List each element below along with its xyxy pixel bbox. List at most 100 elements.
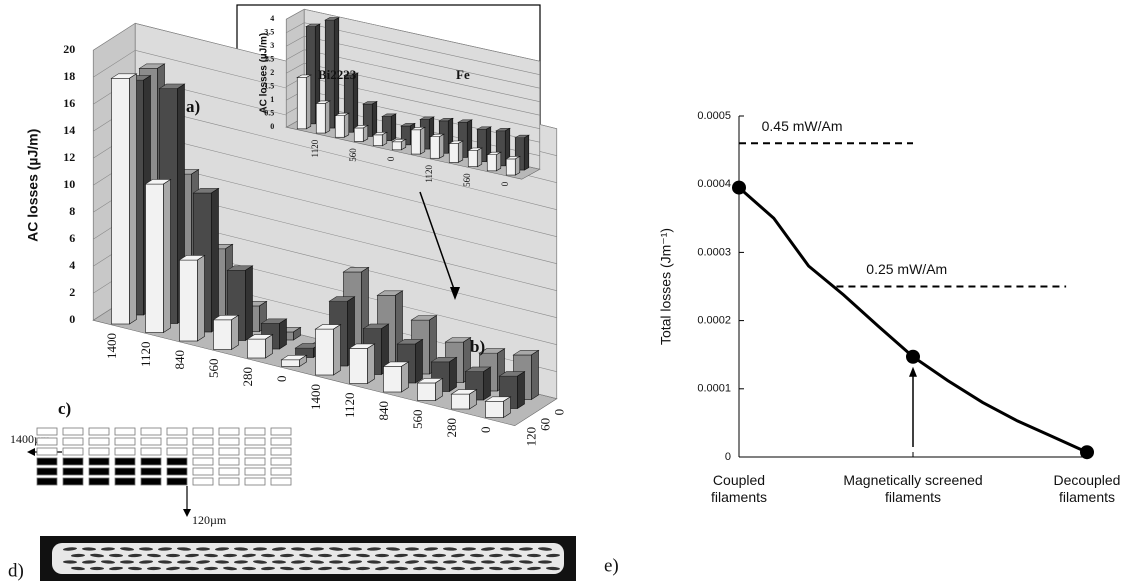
x-tick-label: 280 xyxy=(444,418,459,438)
filament xyxy=(337,553,351,558)
bar xyxy=(416,377,444,402)
bar-side-shade xyxy=(325,100,330,134)
filament xyxy=(109,553,123,558)
bar-side-shade xyxy=(293,327,301,340)
reference-label: 0.45 mW/Am xyxy=(762,118,843,134)
grid-line xyxy=(286,62,540,116)
bar-top-shade xyxy=(411,315,437,320)
panel-label: e) xyxy=(604,555,619,576)
y-tick-label: 2 xyxy=(69,285,75,299)
filament xyxy=(177,560,191,564)
filament-cell xyxy=(62,427,84,436)
bar xyxy=(324,17,340,129)
y-tick-label: 12 xyxy=(63,150,75,164)
x-tick-label: 840 xyxy=(172,350,187,370)
bar-side xyxy=(343,112,350,138)
bar-side xyxy=(514,155,521,176)
filament-cell xyxy=(36,467,58,476)
arrowhead xyxy=(183,509,191,517)
bar-side-shade xyxy=(449,357,457,392)
y-tick-label: 4 xyxy=(69,258,75,272)
filament-cell xyxy=(88,457,110,466)
filament xyxy=(185,566,199,571)
filament xyxy=(90,566,104,571)
bar-side-shade xyxy=(435,378,443,401)
filament-cell xyxy=(192,467,214,476)
filament-cell xyxy=(218,477,240,486)
filament xyxy=(101,560,115,564)
x-tick-label: 560 xyxy=(462,173,472,187)
bar-side-shade xyxy=(382,132,387,146)
filament-cell xyxy=(270,477,292,486)
filament xyxy=(272,560,286,564)
filament xyxy=(291,547,305,551)
bar xyxy=(505,155,521,176)
y-tick-label: 6 xyxy=(69,231,75,245)
filament xyxy=(158,560,172,564)
panel-label: d) xyxy=(8,560,24,581)
bar-top-shade xyxy=(485,396,511,402)
filament-cell xyxy=(140,447,162,456)
filament-cell xyxy=(218,467,240,476)
filament-cell xyxy=(166,457,188,466)
bar-side-shade xyxy=(515,156,520,176)
filament-cell xyxy=(218,457,240,466)
depth-label: 120µm xyxy=(192,513,227,527)
bar-top-shade xyxy=(139,63,165,69)
bar-front xyxy=(179,259,198,342)
filament-cell xyxy=(244,477,266,486)
filament-cell xyxy=(270,447,292,456)
filament xyxy=(519,547,533,551)
bar-top-shade xyxy=(295,343,321,349)
filament xyxy=(462,560,476,564)
bar-top-shade xyxy=(499,371,525,377)
bar-front xyxy=(485,400,504,418)
bar-top-shade xyxy=(431,357,457,362)
filament xyxy=(356,566,370,571)
filament-cell xyxy=(270,467,292,476)
filament xyxy=(109,566,123,571)
bar-side xyxy=(362,124,369,142)
filament-cell xyxy=(166,427,188,436)
bar-side-shade xyxy=(129,73,137,324)
filament-cell xyxy=(36,457,58,466)
bar-side-shade xyxy=(401,139,406,150)
filament xyxy=(82,560,96,564)
bar-side xyxy=(503,396,511,419)
panel-inset: 0 0.5 1 1.5 2 2.5 3 3.5 4 AC losses (µJ/m) 1120 560… xyxy=(259,8,541,187)
bar-top-shade xyxy=(451,389,477,395)
x-tick-label: 1120 xyxy=(342,392,357,418)
bar-side-shade xyxy=(211,188,219,332)
filament xyxy=(546,553,560,558)
filament xyxy=(166,566,180,571)
filament xyxy=(291,560,305,564)
filament-cell xyxy=(62,437,84,446)
bar-front xyxy=(213,319,232,350)
bar-side xyxy=(324,100,331,134)
filament xyxy=(223,566,237,571)
bar-top-shade xyxy=(513,350,539,355)
bar-side-shade xyxy=(372,101,377,137)
x-tick-label: 560 xyxy=(348,148,358,162)
bar-side-shade xyxy=(344,113,349,138)
filament-cell xyxy=(244,467,266,476)
bar-top-shade xyxy=(159,84,185,89)
bar xyxy=(498,371,526,410)
bar xyxy=(486,151,502,172)
bar-side xyxy=(367,343,375,385)
filament-cell xyxy=(88,447,110,456)
filament xyxy=(432,553,446,558)
filament xyxy=(527,566,541,571)
bar-side xyxy=(435,377,443,402)
filament xyxy=(242,553,256,558)
filament-cell xyxy=(62,477,84,486)
filament xyxy=(489,566,503,571)
bar-top-shade xyxy=(329,296,355,302)
filament xyxy=(234,560,248,564)
filament-cell xyxy=(36,427,58,436)
filament xyxy=(424,560,438,564)
filament xyxy=(185,553,199,558)
x-tick-label: 1120 xyxy=(424,165,434,183)
bar-front xyxy=(417,382,436,401)
filament xyxy=(386,560,400,564)
